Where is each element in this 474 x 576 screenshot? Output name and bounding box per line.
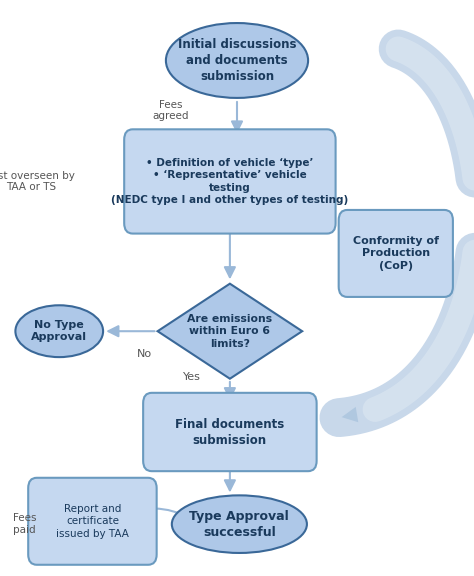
Text: Final documents
submission: Final documents submission (175, 418, 284, 446)
Text: No Type
Approval: No Type Approval (31, 320, 87, 342)
Text: Are emissions
within Euro 6
limits?: Are emissions within Euro 6 limits? (187, 314, 273, 348)
Text: Initial discussions
and documents
submission: Initial discussions and documents submis… (178, 38, 296, 83)
Text: Conformity of
Production
(CoP): Conformity of Production (CoP) (353, 236, 439, 271)
Text: Fees
paid: Fees paid (13, 513, 36, 535)
FancyBboxPatch shape (338, 210, 453, 297)
Ellipse shape (15, 305, 103, 357)
Text: Fees
agreed: Fees agreed (152, 100, 189, 122)
Text: • Definition of vehicle ‘type’
• ‘Representative’ vehicle
testing
(NEDC type I a: • Definition of vehicle ‘type’ • ‘Repres… (111, 158, 348, 205)
FancyBboxPatch shape (143, 393, 317, 471)
Text: Report and
certificate
issued by TAA: Report and certificate issued by TAA (56, 504, 129, 539)
Polygon shape (157, 284, 302, 379)
Text: Yes: Yes (183, 372, 201, 382)
FancyBboxPatch shape (28, 478, 156, 564)
Text: Test overseen by
TAA or TS: Test overseen by TAA or TS (0, 170, 75, 192)
Text: No: No (137, 349, 152, 359)
Ellipse shape (166, 23, 308, 98)
Ellipse shape (172, 495, 307, 553)
Text: Type Approval
successful: Type Approval successful (190, 510, 289, 539)
FancyBboxPatch shape (124, 129, 336, 234)
